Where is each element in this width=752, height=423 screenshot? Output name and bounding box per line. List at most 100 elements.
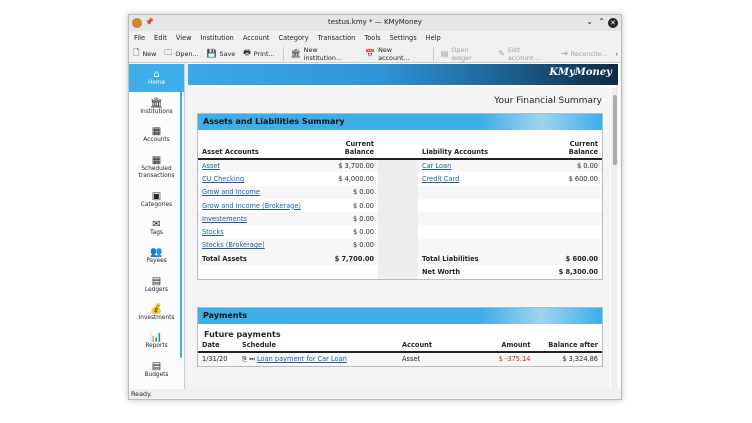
- totals-row: Total Assets $ 7,700.00 Total Liabilities $…: [198, 252, 602, 266]
- toolbar-print-button[interactable]: 🖶 Print...: [243, 47, 274, 61]
- column-header-schedule: Schedule: [238, 339, 398, 354]
- sidebar-item-investments[interactable]: 💰 Investments: [138, 304, 175, 322]
- sidebar-item-budgets[interactable]: ▤ Budgets: [144, 360, 169, 378]
- balance-after: $ 3,324.86: [534, 352, 602, 366]
- future-payments-heading: Future payments: [204, 330, 281, 339]
- toolbar-edit-account-button[interactable]: ✎ Edit account...: [498, 45, 540, 62]
- budgets-icon: ▤: [151, 360, 162, 372]
- menu-institution[interactable]: Institution: [200, 34, 234, 42]
- toolbar-new-institution-button[interactable]: 🏛 New institution...: [290, 45, 343, 62]
- liability-balance: $ 600.00: [568, 174, 598, 183]
- table-row: Investements $ 0.00: [198, 212, 602, 226]
- toolbar-overflow-button[interactable]: ›: [615, 49, 619, 58]
- asset-accounts-header: Asset Accounts: [198, 140, 318, 160]
- payments-table: Date Schedule Account Amount Balance after 1/…: [198, 339, 602, 366]
- payment-row: 1/31/20 ⎘ ⏭ Loan payment for Car Loan Asse…: [198, 352, 602, 366]
- ledger-icon: ▤: [440, 49, 449, 58]
- new-file-icon: 🗋: [133, 47, 140, 57]
- sidebar-item-categories[interactable]: ▣ Categories: [140, 190, 173, 208]
- net-worth-row: Net Worth $ 8,300.00: [198, 265, 602, 279]
- pin-icon[interactable]: 📌: [145, 18, 154, 26]
- save-icon: 💾: [206, 49, 217, 58]
- payment-amount: $ -375.14: [488, 352, 535, 366]
- sidebar-scrollbar[interactable]: [180, 68, 182, 358]
- sidebar-item-ledgers[interactable]: ▤ Ledgers: [144, 275, 169, 293]
- menu-category[interactable]: Category: [278, 34, 309, 42]
- skip-schedule-icon[interactable]: ⏭: [249, 354, 255, 363]
- net-worth-label: Net Worth: [422, 268, 461, 277]
- menu-account[interactable]: Account: [242, 34, 270, 42]
- asset-account-link[interactable]: Grow and Income (Brokerage): [202, 201, 301, 210]
- table-row: Stocks $ 0.00: [198, 225, 602, 239]
- asset-account-link[interactable]: Stocks (Brokerage): [202, 241, 265, 250]
- menu-tools[interactable]: Tools: [364, 34, 381, 42]
- toolbar-new-button[interactable]: 🗋 New: [133, 47, 156, 61]
- asset-account-link[interactable]: Investements: [202, 214, 247, 223]
- banner: KMyMoney: [188, 64, 618, 85]
- toolbar-save-button[interactable]: 💾 Save: [206, 49, 236, 58]
- schedule-link[interactable]: Loan payment for Car Loan: [257, 354, 347, 363]
- payment-date: 1/31/20: [198, 352, 238, 366]
- menu-transaction[interactable]: Transaction: [317, 34, 356, 42]
- total-assets-value: $ 7,700.00: [318, 252, 378, 266]
- liability-account-link[interactable]: Credit Card: [422, 174, 460, 183]
- close-button[interactable]: ✕: [608, 18, 618, 28]
- menu-file[interactable]: File: [134, 34, 146, 42]
- investments-icon: 💰: [150, 304, 163, 316]
- toolbar-open-ledger-button[interactable]: ▤ Open ledger: [440, 45, 472, 62]
- column-header-date: Date: [198, 339, 238, 354]
- home-content: Your Financial Summary Assets and Liabil…: [188, 87, 610, 389]
- vertical-scrollbar[interactable]: [611, 87, 618, 389]
- toolbar-new-account-button[interactable]: 📅 New account...: [365, 45, 410, 62]
- menu-help[interactable]: Help: [425, 34, 441, 42]
- asset-balance: $ 3,700.00: [318, 159, 378, 173]
- kmymoney-logo: KMyMoney: [549, 67, 612, 78]
- asset-account-link[interactable]: Asset: [202, 162, 221, 171]
- menu-bar: File Edit View Institution Account Category Tr…: [129, 31, 621, 45]
- scrollbar-thumb[interactable]: [613, 95, 617, 165]
- sidebar-item-home[interactable]: ⌂ Home: [129, 64, 184, 93]
- panel-title: Payments: [198, 308, 602, 324]
- app-icon[interactable]: [132, 18, 142, 28]
- payees-icon: 👥: [150, 247, 163, 259]
- ledger-icon: ▤: [151, 275, 162, 287]
- panel-title: Assets and Liabilities Summary: [198, 114, 602, 130]
- printer-icon: 🖶: [243, 47, 251, 57]
- liability-balance-header: Current Balance: [538, 140, 602, 160]
- menu-edit[interactable]: Edit: [154, 34, 167, 42]
- account-icon: 📅: [365, 49, 376, 58]
- asset-balance: $ 0.00: [318, 212, 378, 226]
- institution-icon: 🏛: [290, 49, 301, 58]
- minimize-button[interactable]: ⌄: [586, 17, 593, 26]
- enter-schedule-icon[interactable]: ⎘: [242, 354, 248, 363]
- asset-account-link[interactable]: CU Checking: [202, 174, 245, 183]
- sidebar-item-accounts[interactable]: ▦ Accounts: [143, 126, 170, 144]
- calendar-icon: ▦: [151, 155, 162, 167]
- sidebar-item-reports[interactable]: 📊 Reports: [145, 332, 168, 350]
- liability-balance: $ 0.00: [538, 159, 602, 173]
- menu-settings[interactable]: Settings: [389, 34, 417, 42]
- home-icon: ⌂: [153, 69, 160, 81]
- sidebar-item-tags[interactable]: ✉ Tags: [150, 218, 163, 236]
- column-header-account: Account: [398, 339, 488, 354]
- reconcile-icon: ⇥: [561, 49, 568, 58]
- liability-account-link[interactable]: Car Loan: [422, 162, 452, 171]
- payment-account: Asset: [398, 352, 488, 366]
- total-liabilities-label: Total Liabilities: [418, 252, 538, 266]
- column-header-balance-after: Balance after: [534, 339, 602, 354]
- column-header-amount: Amount: [488, 339, 535, 354]
- bank-icon: 🏛: [150, 97, 163, 109]
- asset-account-link[interactable]: Grow and Income: [202, 188, 260, 197]
- sidebar-item-payees[interactable]: 👥 Payees: [146, 247, 167, 265]
- maximize-button[interactable]: ⌃: [598, 17, 605, 26]
- app-window: 📌 testus.kmy * — KMyMoney ⌄ ⌃ ✕ File Edit…: [128, 14, 622, 400]
- toolbar-separator: [432, 46, 434, 61]
- sidebar-item-institutions[interactable]: 🏛 Institutions: [140, 97, 173, 115]
- sidebar-item-scheduled-transactions[interactable]: ▦ Scheduled transactions: [138, 155, 175, 179]
- toolbar-open-button[interactable]: 🗀 Open...: [164, 47, 198, 61]
- asset-balance: $ 0.00: [353, 201, 374, 210]
- toolbar-reconcile-button[interactable]: ⇥ Reconcile...: [561, 49, 608, 58]
- menu-view[interactable]: View: [175, 34, 192, 42]
- asset-account-link[interactable]: Stocks: [202, 228, 224, 237]
- table-row: Grow and Income $ 0.00: [198, 185, 602, 199]
